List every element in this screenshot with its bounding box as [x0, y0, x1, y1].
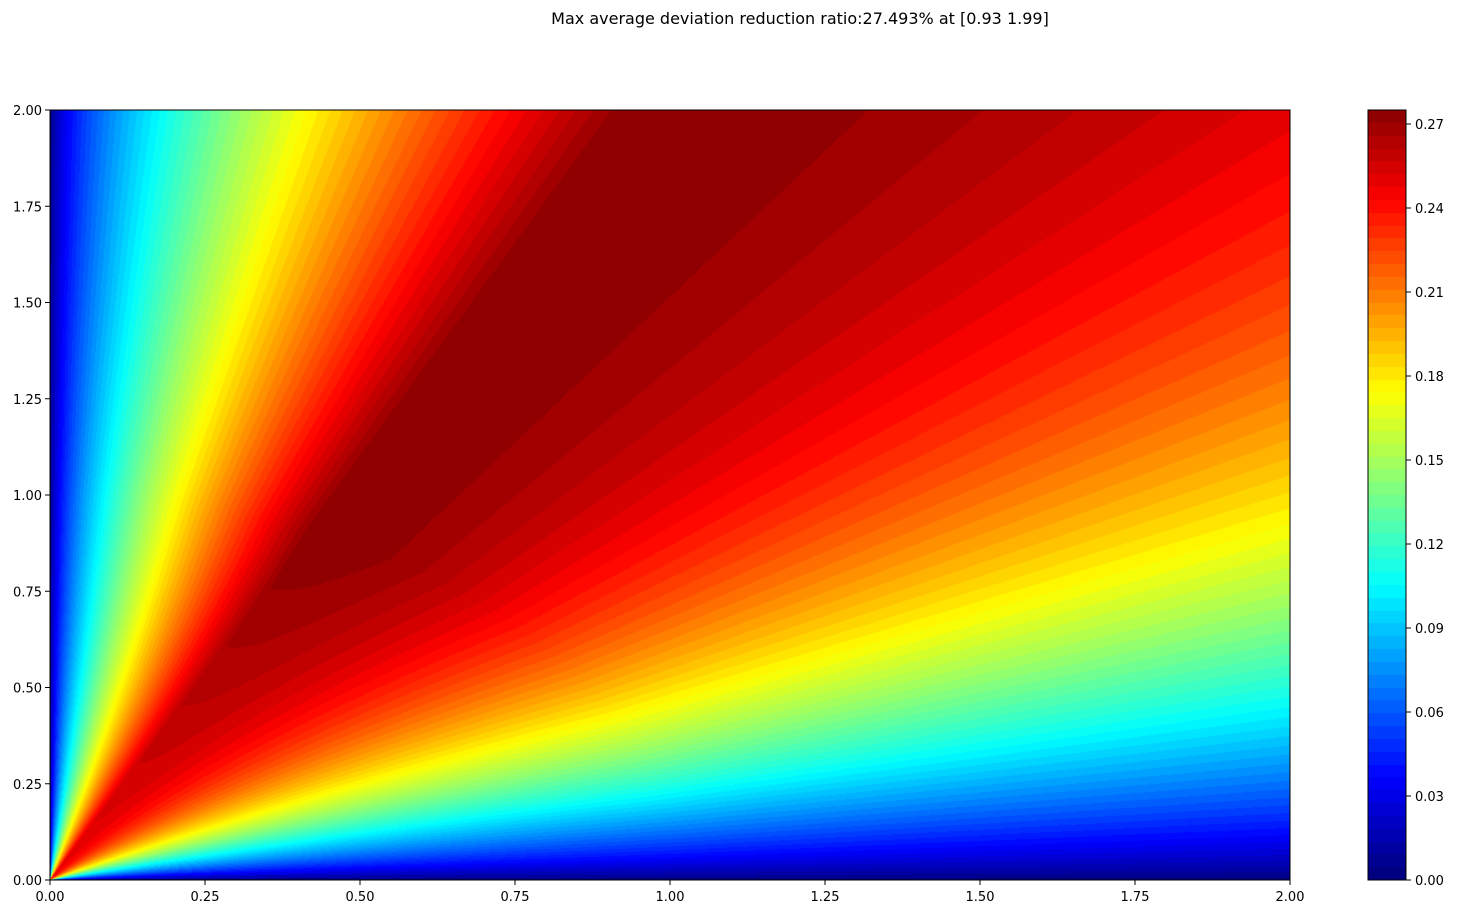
colorbar-tick-label: 0.12 [1415, 538, 1444, 553]
x-tick-label: 1.25 [811, 890, 840, 905]
y-tick-label: 2.00 [13, 104, 42, 119]
x-axis: 0.00 0.25 0.50 0.75 1.00 1.25 1.50 1.75 2.00 [36, 880, 1305, 905]
chart-title: Max average deviation reduction ratio:27… [551, 9, 1049, 28]
y-axis: 0.00 0.25 0.50 0.75 1.00 1.25 1.50 1.75 2.00 [13, 104, 50, 889]
colorbar-tick-label: 0.24 [1415, 202, 1444, 217]
colorbar-tick-label: 0.27 [1415, 118, 1444, 133]
y-tick-label: 1.75 [13, 200, 42, 215]
x-tick-label: 0.25 [191, 890, 220, 905]
y-tick-label: 0.75 [13, 585, 42, 600]
x-tick-label: 2.00 [1276, 890, 1305, 905]
colorbar-gradient [1368, 110, 1406, 880]
x-tick-label: 0.00 [36, 890, 65, 905]
y-tick-label: 0.25 [13, 778, 42, 793]
x-tick-label: 1.50 [966, 890, 995, 905]
colorbar-tick-label: 0.18 [1415, 370, 1444, 385]
y-tick-label: 0.50 [13, 682, 42, 697]
x-tick-label: 0.75 [501, 890, 530, 905]
y-tick-label: 0.00 [13, 874, 42, 889]
colorbar: 0.00 0.03 0.06 0.09 0.12 0.15 0.18 0.21 0.24 0.27 [1367, 109, 1444, 889]
colorbar-tick-label: 0.06 [1415, 706, 1444, 721]
colorbar-tick-label: 0.15 [1415, 454, 1444, 469]
y-tick-label: 1.50 [13, 297, 42, 312]
colorbar-tick-label: 0.00 [1415, 874, 1444, 889]
heatmap-image [50, 110, 1290, 880]
y-tick-label: 1.25 [13, 393, 42, 408]
x-tick-label: 1.00 [656, 890, 685, 905]
x-tick-label: 0.50 [346, 890, 375, 905]
colorbar-tick-label: 0.03 [1415, 790, 1444, 805]
colorbar-tick-label: 0.21 [1415, 286, 1444, 301]
y-tick-label: 1.00 [13, 489, 42, 504]
colorbar-ticks: 0.00 0.03 0.06 0.09 0.12 0.15 0.18 0.21 0.24 0.27 [1406, 118, 1444, 889]
colorbar-tick-label: 0.09 [1415, 622, 1444, 637]
x-tick-label: 1.75 [1121, 890, 1150, 905]
colorbar-frame [1367, 109, 1407, 881]
plot-area [49, 109, 1291, 881]
